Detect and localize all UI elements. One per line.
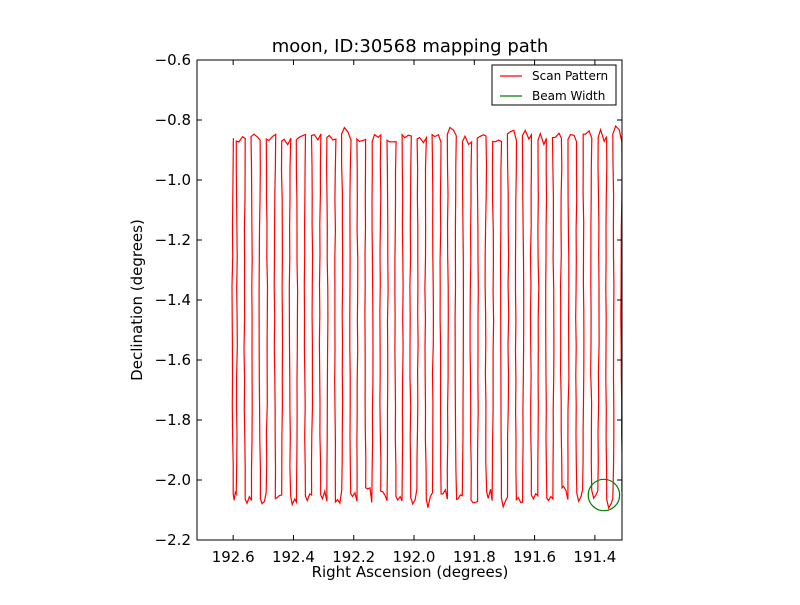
y-tick-label: −1.6: [155, 351, 191, 369]
y-axis-label: Declination (degrees): [128, 219, 146, 381]
y-tick-label: −0.6: [155, 51, 191, 69]
chart-title: moon, ID:30568 mapping path: [272, 36, 549, 57]
plot-area: [231, 124, 622, 512]
x-tick-label: 191.8: [453, 548, 496, 566]
beam-width-circle: [587, 478, 621, 512]
legend-box: [491, 64, 617, 106]
legend-label: Scan Pattern: [532, 69, 608, 83]
x-tick-label: 191.4: [573, 548, 616, 566]
y-tick-label: −2.0: [155, 471, 191, 489]
x-tick-label: 192.2: [332, 548, 375, 566]
x-tick-label: 192.4: [272, 548, 315, 566]
x-tick-label: 192.0: [393, 548, 436, 566]
y-tick-label: −1.2: [155, 231, 191, 249]
y-tick-label: −1.4: [155, 291, 191, 309]
y-tick-label: −1.0: [155, 171, 191, 189]
y-tick-label: −1.8: [155, 411, 191, 429]
y-tick-label: −2.2: [155, 531, 191, 549]
x-axis-label: Right Ascension (degrees): [312, 563, 509, 581]
axes: 192.6 192.4 192.2 192.0 191.8 191.6 191.4 −0.6 −…: [155, 51, 622, 566]
x-tick-label: 191.6: [513, 548, 556, 566]
legend-label: Beam Width: [532, 89, 605, 103]
x-tick-label: 192.6: [212, 548, 255, 566]
scan-pattern-line: [231, 124, 622, 510]
legend: Scan Pattern Beam Width: [491, 64, 617, 106]
y-tick-label: −0.8: [155, 111, 191, 129]
